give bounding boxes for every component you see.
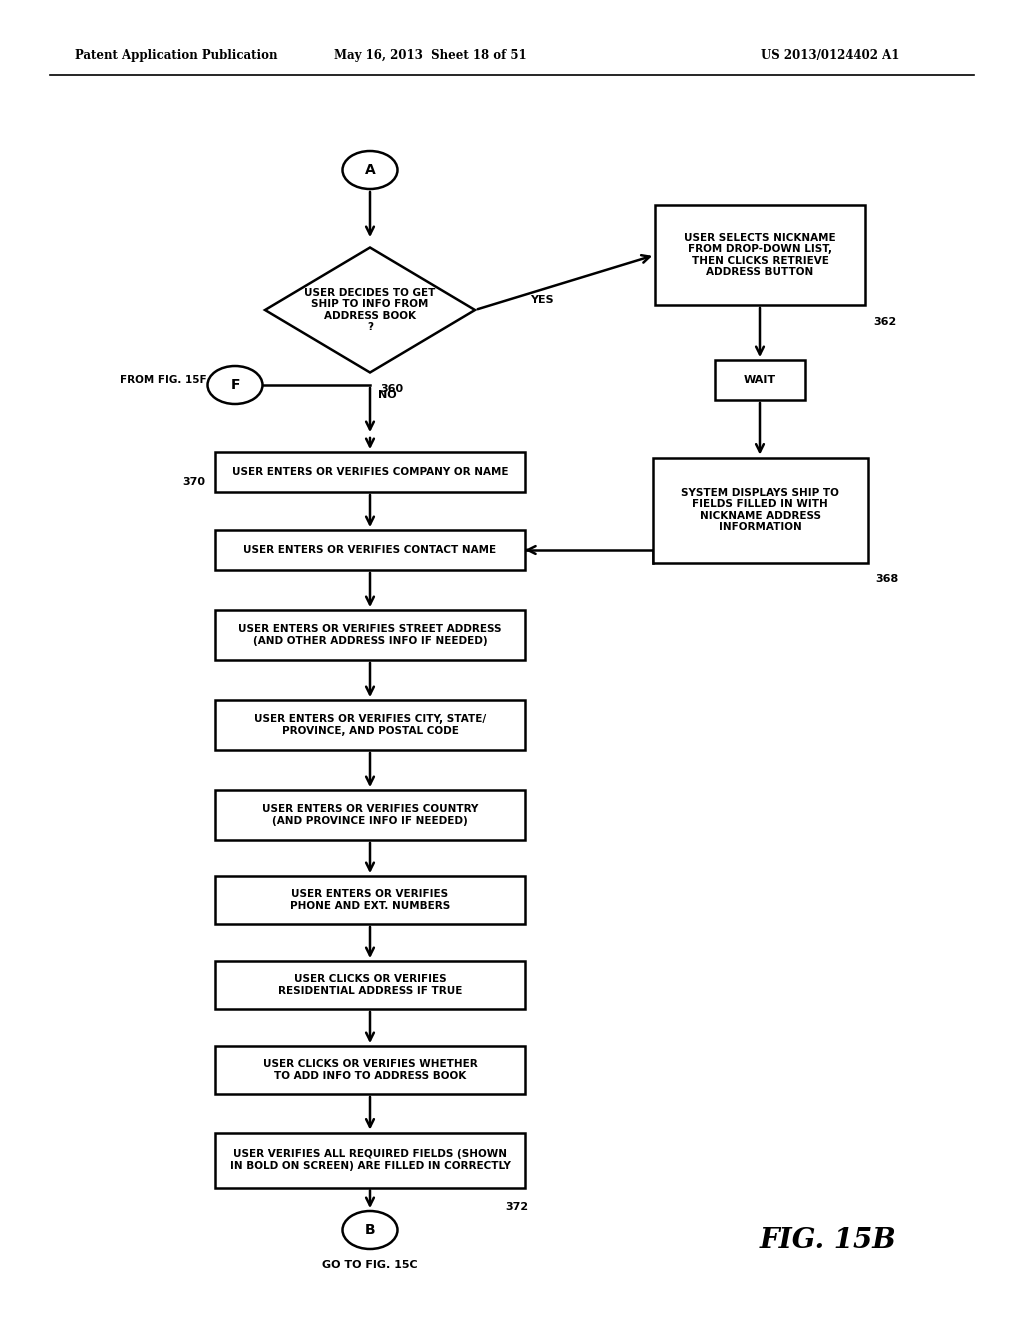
Text: USER ENTERS OR VERIFIES COUNTRY
(AND PROVINCE INFO IF NEEDED): USER ENTERS OR VERIFIES COUNTRY (AND PRO… [262, 804, 478, 826]
Bar [215, 961, 525, 1008]
Text: USER SELECTS NICKNAME
FROM DROP-DOWN LIST,
THEN CLICKS RETRIEVE
ADDRESS BUTTON: USER SELECTS NICKNAME FROM DROP-DOWN LIS… [684, 232, 836, 277]
Text: F: F [230, 378, 240, 392]
Text: 360: 360 [380, 384, 403, 395]
Bar [215, 451, 525, 492]
Bar [652, 458, 867, 562]
Text: USER CLICKS OR VERIFIES WHETHER
TO ADD INFO TO ADDRESS BOOK: USER CLICKS OR VERIFIES WHETHER TO ADD I… [262, 1059, 477, 1081]
Bar [715, 360, 805, 400]
Bar [215, 1133, 525, 1188]
Text: 368: 368 [876, 574, 899, 585]
Bar [215, 789, 525, 840]
Text: NO: NO [378, 389, 396, 400]
Text: 370: 370 [182, 477, 205, 487]
Text: USER DECIDES TO GET
SHIP TO INFO FROM
ADDRESS BOOK
?: USER DECIDES TO GET SHIP TO INFO FROM AD… [304, 288, 435, 333]
Ellipse shape [208, 366, 262, 404]
Text: FIG. 15B: FIG. 15B [760, 1226, 897, 1254]
Text: May 16, 2013  Sheet 18 of 51: May 16, 2013 Sheet 18 of 51 [334, 49, 526, 62]
Text: A: A [365, 162, 376, 177]
Bar [215, 1045, 525, 1094]
Bar [655, 205, 865, 305]
Ellipse shape [342, 150, 397, 189]
Text: USER ENTERS OR VERIFIES CITY, STATE/
PROVINCE, AND POSTAL CODE: USER ENTERS OR VERIFIES CITY, STATE/ PRO… [254, 714, 486, 735]
Text: 372: 372 [505, 1203, 528, 1213]
Text: Patent Application Publication: Patent Application Publication [75, 49, 278, 62]
Text: GO TO FIG. 15C: GO TO FIG. 15C [323, 1261, 418, 1270]
Text: WAIT: WAIT [744, 375, 776, 385]
Text: YES: YES [530, 294, 554, 305]
Bar [215, 876, 525, 924]
Text: FROM FIG. 15F: FROM FIG. 15F [121, 375, 207, 385]
Bar [215, 700, 525, 750]
Text: USER ENTERS OR VERIFIES
PHONE AND EXT. NUMBERS: USER ENTERS OR VERIFIES PHONE AND EXT. N… [290, 890, 451, 911]
Text: SYSTEM DISPLAYS SHIP TO
FIELDS FILLED IN WITH
NICKNAME ADDRESS
INFORMATION: SYSTEM DISPLAYS SHIP TO FIELDS FILLED IN… [681, 487, 839, 532]
Text: 362: 362 [873, 317, 896, 327]
Text: USER VERIFIES ALL REQUIRED FIELDS (SHOWN
IN BOLD ON SCREEN) ARE FILLED IN CORREC: USER VERIFIES ALL REQUIRED FIELDS (SHOWN… [229, 1150, 510, 1171]
Polygon shape [265, 248, 475, 372]
Text: USER ENTERS OR VERIFIES CONTACT NAME: USER ENTERS OR VERIFIES CONTACT NAME [244, 545, 497, 554]
Text: USER ENTERS OR VERIFIES STREET ADDRESS
(AND OTHER ADDRESS INFO IF NEEDED): USER ENTERS OR VERIFIES STREET ADDRESS (… [239, 624, 502, 645]
Text: USER ENTERS OR VERIFIES COMPANY OR NAME: USER ENTERS OR VERIFIES COMPANY OR NAME [231, 467, 508, 477]
Ellipse shape [342, 1210, 397, 1249]
Bar [215, 610, 525, 660]
Text: USER CLICKS OR VERIFIES
RESIDENTIAL ADDRESS IF TRUE: USER CLICKS OR VERIFIES RESIDENTIAL ADDR… [278, 974, 462, 995]
Text: US 2013/0124402 A1: US 2013/0124402 A1 [761, 49, 899, 62]
Bar [215, 531, 525, 570]
Text: B: B [365, 1224, 376, 1237]
